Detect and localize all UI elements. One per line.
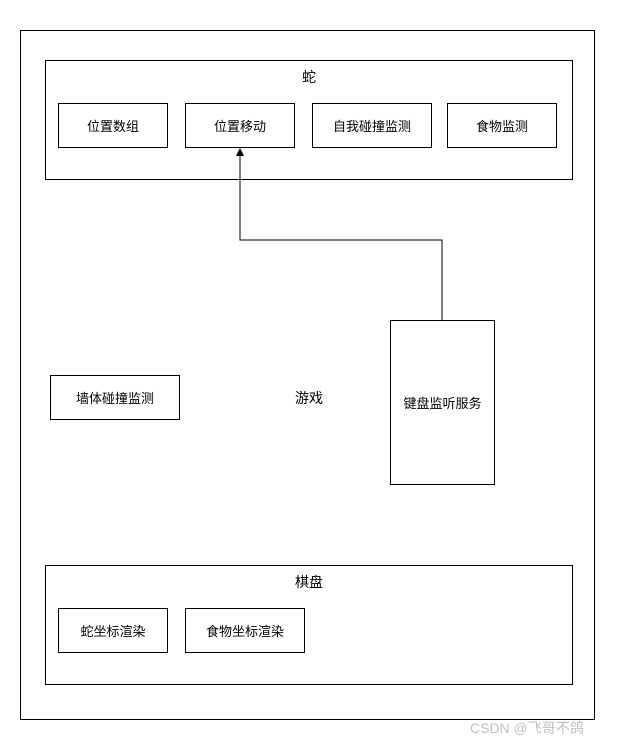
board-group-title: 棋盘 <box>46 566 572 592</box>
self-collision-label: 自我碰撞监测 <box>333 116 411 135</box>
food-render-label: 食物坐标渲染 <box>206 621 284 640</box>
game-label: 游戏 <box>295 388 323 408</box>
keyboard-listen-label: 键盘监听服务 <box>403 393 481 412</box>
position-array-label: 位置数组 <box>87 116 139 135</box>
snake-group-title: 蛇 <box>46 61 572 87</box>
position-array-box: 位置数组 <box>58 103 168 148</box>
food-detect-label: 食物监测 <box>476 116 528 135</box>
watermark: CSDN @飞哥不鸽 <box>470 718 584 738</box>
snake-render-label: 蛇坐标渲染 <box>80 621 145 640</box>
keyboard-listen-box: 键盘监听服务 <box>390 320 495 485</box>
wall-collision-label: 墙体碰撞监测 <box>76 388 154 407</box>
wall-collision-box: 墙体碰撞监测 <box>50 375 180 420</box>
food-detect-box: 食物监测 <box>447 103 557 148</box>
snake-render-box: 蛇坐标渲染 <box>58 608 168 653</box>
position-move-box: 位置移动 <box>185 103 295 148</box>
position-move-label: 位置移动 <box>214 116 266 135</box>
self-collision-box: 自我碰撞监测 <box>312 103 432 148</box>
food-render-box: 食物坐标渲染 <box>185 608 305 653</box>
